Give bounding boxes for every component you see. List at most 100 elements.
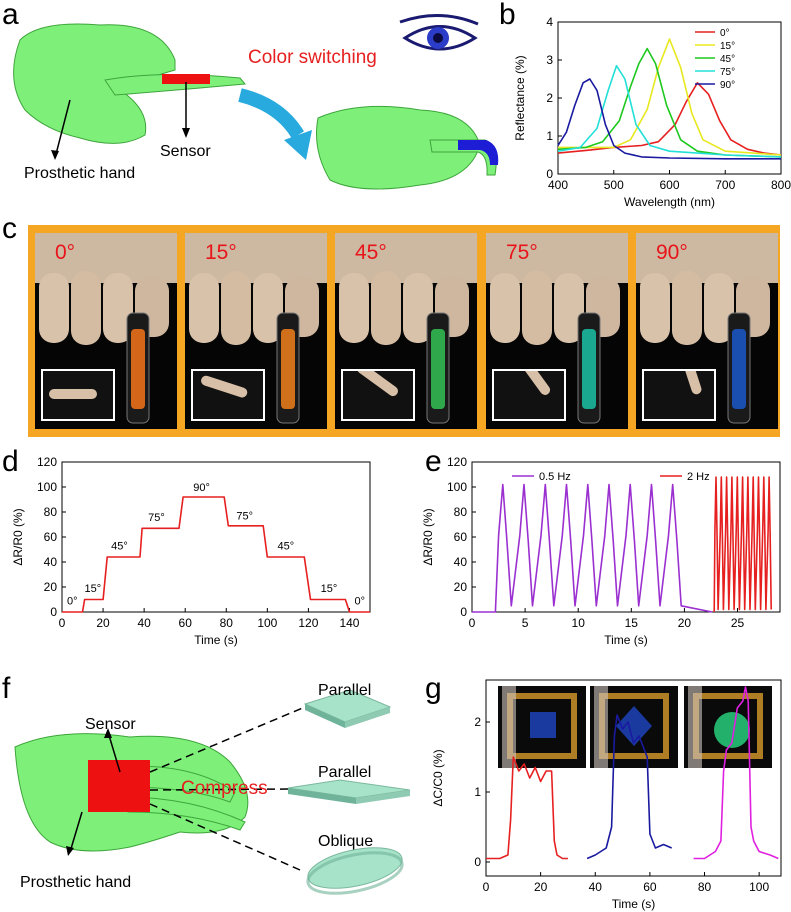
chart-d: 0 20 40 60 80 100 120 140 0 20 40 60 80 100 120 Time (s… xyxy=(11,455,371,647)
angle-annotation: 45° xyxy=(111,541,128,553)
panel-label-a: a xyxy=(2,0,19,31)
y-tick-label: 0 xyxy=(460,605,467,619)
angle-annotation: 0° xyxy=(67,596,78,608)
y-tick-label: 100 xyxy=(37,480,57,494)
legend-label: 0.5 Hz xyxy=(539,471,571,483)
tilted-plate-icon xyxy=(303,689,392,728)
x-tick-label: 40 xyxy=(589,880,603,894)
pressed-region-shape xyxy=(530,712,556,738)
prosthetic-hand-label-f: Prosthetic hand xyxy=(20,874,132,891)
y-tick-label: 3 xyxy=(546,53,553,67)
panel-label-f: f xyxy=(2,672,11,705)
x-tick-label: 140 xyxy=(339,616,359,630)
y-tick-label: 4 xyxy=(546,15,553,29)
angle-label: 15° xyxy=(205,241,237,264)
legend-label: 90° xyxy=(720,80,735,91)
panel-a-illustration xyxy=(13,14,499,190)
y-tick-label: 120 xyxy=(37,455,57,469)
series-line-1 xyxy=(586,714,673,860)
eye-icon xyxy=(399,14,479,51)
y-tick-label: 40 xyxy=(454,555,468,569)
prosthetic-hand-photo xyxy=(335,233,477,424)
y-tick-label: 60 xyxy=(44,530,58,544)
legend-label: 2 Hz xyxy=(687,471,710,483)
y-tick-label: 60 xyxy=(454,530,468,544)
x-tick-label: 20 xyxy=(534,880,548,894)
angle-annotation: 45° xyxy=(277,541,294,553)
x-tick-label: 60 xyxy=(643,880,657,894)
bending-photo: 75° xyxy=(486,233,628,429)
bending-photo: 0° xyxy=(35,233,177,429)
x-tick-label: 400 xyxy=(548,178,568,192)
x-tick-label: 80 xyxy=(698,880,712,894)
x-tick-label: 100 xyxy=(749,880,769,894)
angle-label: 75° xyxy=(506,241,538,264)
y-tick-label: 2 xyxy=(546,91,553,105)
plate-label-oblique: Oblique xyxy=(318,833,374,850)
panel-label-e: e xyxy=(425,445,442,478)
x-tick-label: 700 xyxy=(715,178,735,192)
x-axis-label: Time (s) xyxy=(194,633,238,647)
prosthetic-hand-photo xyxy=(486,233,628,424)
x-tick-label: 20 xyxy=(96,616,110,630)
x-tick-label: 80 xyxy=(220,616,234,630)
y-tick-label: 120 xyxy=(447,455,467,469)
prosthetic-hand-illustration xyxy=(13,23,246,144)
y-axis-label: ΔC/C0 (%) xyxy=(431,749,445,806)
x-tick-label: 40 xyxy=(137,616,151,630)
y-tick-label: 40 xyxy=(44,555,58,569)
y-tick-label: 1 xyxy=(474,785,481,799)
panel-label-g: g xyxy=(425,672,442,705)
x-tick-label: 15 xyxy=(625,616,639,630)
angle-annotation: 90° xyxy=(193,482,210,494)
x-tick-label: 5 xyxy=(522,616,529,630)
angle-label: 0° xyxy=(55,241,76,264)
bending-photo: 45° xyxy=(335,233,477,429)
prosthetic-hand-photo xyxy=(636,233,778,424)
y-tick-label: 1 xyxy=(546,129,553,143)
x-tick-label: 60 xyxy=(179,616,193,630)
tape-strip-shape xyxy=(502,686,516,768)
series-line-90° xyxy=(557,78,781,160)
angle-label: 90° xyxy=(656,241,688,264)
pressed-region-shape xyxy=(616,706,652,746)
angle-annotation: 75° xyxy=(236,511,253,523)
panel-f-illustration xyxy=(14,689,411,895)
series-line-0 xyxy=(486,756,568,860)
finger-inset-photo xyxy=(191,369,265,421)
tilted-plate-icon xyxy=(306,847,404,895)
legend-label: 75° xyxy=(720,67,735,78)
sensor-label-a: Sensor xyxy=(160,143,211,160)
color-switching-title: Color switching xyxy=(248,47,377,68)
x-tick-label: 500 xyxy=(604,178,624,192)
pressed-region-shape xyxy=(714,712,750,748)
y-tick-label: 80 xyxy=(454,505,468,519)
series-line-45° xyxy=(557,47,782,158)
finger-inset-photo xyxy=(642,369,716,421)
panel-label-c: c xyxy=(2,212,17,245)
tape-strip-shape xyxy=(688,686,702,768)
legend-label: 0° xyxy=(720,28,730,39)
legend-label: 15° xyxy=(720,41,735,52)
chart-e: 0 5 10 15 20 25 0 20 40 60 80 100 120 Time (s) ΔR/R0 (… xyxy=(421,455,781,647)
plate-label-parallel-2: Parallel xyxy=(318,764,372,781)
x-axis-label: Time (s) xyxy=(604,633,648,647)
x-tick-label: 0 xyxy=(59,616,66,630)
panel-label-b: b xyxy=(499,0,516,31)
series-line-0° xyxy=(557,82,782,156)
tape-strip-shape xyxy=(594,686,608,768)
y-tick-label: 100 xyxy=(447,480,467,494)
plot-frame xyxy=(485,679,782,877)
series-line-2 Hz xyxy=(713,476,772,613)
series-line-75° xyxy=(557,64,782,158)
finger-inset-photo xyxy=(492,369,566,421)
y-tick-label: 0 xyxy=(546,167,553,181)
y-axis-label: ΔR/R0 (%) xyxy=(421,508,435,565)
x-tick-label: 25 xyxy=(731,616,745,630)
series-line-15° xyxy=(558,38,782,156)
angle-annotation: 15° xyxy=(321,583,338,595)
panel-label-d: d xyxy=(2,445,19,478)
x-tick-label: 20 xyxy=(678,616,692,630)
curved-arrow-icon xyxy=(238,88,312,160)
finger-inset-photo xyxy=(341,369,415,421)
